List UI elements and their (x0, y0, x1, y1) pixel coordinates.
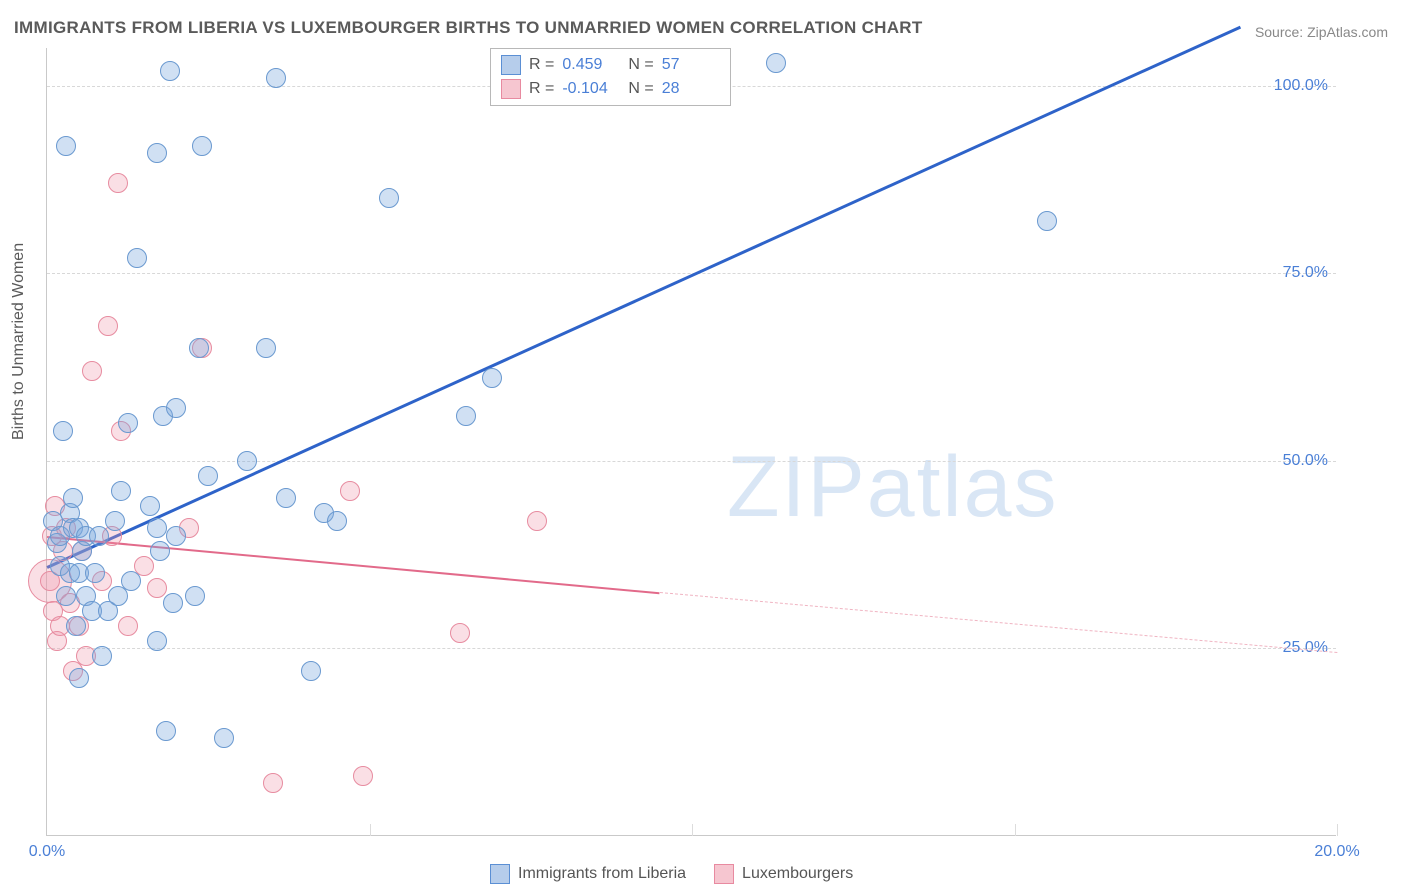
legend-stats-row-a: R = 0.459 N = 57 (501, 53, 720, 77)
legend-n-value-b: 28 (662, 80, 720, 98)
scatter-point (256, 338, 276, 358)
scatter-point (108, 173, 128, 193)
scatter-point (156, 721, 176, 741)
scatter-point (189, 338, 209, 358)
legend-stats-row-b: R = -0.104 N = 28 (501, 77, 720, 101)
ytick-label: 100.0% (1274, 77, 1328, 95)
scatter-point (147, 143, 167, 163)
scatter-point (56, 586, 76, 606)
legend-item-a: Immigrants from Liberia (490, 864, 686, 884)
legend-swatch-b-icon (501, 79, 521, 99)
scatter-point (127, 248, 147, 268)
legend-r-label: R = (529, 80, 554, 98)
y-axis-label: Births to Unmarried Women (10, 243, 28, 440)
legend-r-label: R = (529, 56, 554, 74)
scatter-point (353, 766, 373, 786)
scatter-point (327, 511, 347, 531)
scatter-point (63, 488, 83, 508)
legend-label-b: Luxembourgers (742, 865, 853, 883)
scatter-point (1037, 211, 1057, 231)
scatter-point (766, 53, 786, 73)
gridline-v (1337, 824, 1338, 836)
scatter-point (450, 623, 470, 643)
scatter-point (82, 361, 102, 381)
source-attribution: Source: ZipAtlas.com (1255, 24, 1388, 40)
ytick-label: 75.0% (1283, 264, 1328, 282)
scatter-point (147, 518, 167, 538)
scatter-point (456, 406, 476, 426)
scatter-point (140, 496, 160, 516)
scatter-point (198, 466, 218, 486)
legend-n-label: N = (628, 56, 653, 74)
scatter-plot-area: ZIPatlas 25.0%50.0%75.0%100.0%0.0%20.0% (46, 48, 1336, 836)
scatter-point (266, 68, 286, 88)
scatter-point (118, 413, 138, 433)
scatter-point (147, 631, 167, 651)
xtick-label: 0.0% (29, 843, 65, 861)
scatter-point (301, 661, 321, 681)
scatter-point (276, 488, 296, 508)
legend-r-value-b: -0.104 (562, 80, 620, 98)
scatter-point (56, 136, 76, 156)
scatter-point (527, 511, 547, 531)
legend-stats-box: R = 0.459 N = 57 R = -0.104 N = 28 (490, 48, 731, 106)
legend-n-value-a: 57 (662, 56, 720, 74)
scatter-point (160, 61, 180, 81)
scatter-point (482, 368, 502, 388)
legend-bottom: Immigrants from Liberia Luxembourgers (490, 864, 853, 884)
scatter-point (214, 728, 234, 748)
gridline-v (692, 824, 693, 836)
watermark: ZIPatlas (727, 438, 1058, 537)
trend-line (46, 26, 1240, 569)
scatter-point (53, 421, 73, 441)
legend-swatch-a-icon (490, 864, 510, 884)
scatter-point (340, 481, 360, 501)
scatter-point (150, 541, 170, 561)
scatter-point (379, 188, 399, 208)
legend-label-a: Immigrants from Liberia (518, 865, 686, 883)
scatter-point (111, 481, 131, 501)
ytick-label: 50.0% (1283, 452, 1328, 470)
gridline-v (370, 824, 371, 836)
scatter-point (263, 773, 283, 793)
legend-swatch-b-icon (714, 864, 734, 884)
gridline-h (47, 648, 1336, 649)
chart-title: IMMIGRANTS FROM LIBERIA VS LUXEMBOURGER … (14, 18, 923, 38)
trend-line (660, 592, 1337, 653)
scatter-point (66, 616, 86, 636)
legend-swatch-a-icon (501, 55, 521, 75)
legend-n-label: N = (628, 80, 653, 98)
scatter-point (98, 316, 118, 336)
scatter-point (166, 526, 186, 546)
scatter-point (147, 578, 167, 598)
scatter-point (69, 668, 89, 688)
legend-item-b: Luxembourgers (714, 864, 853, 884)
legend-r-value-a: 0.459 (562, 56, 620, 74)
scatter-point (85, 563, 105, 583)
scatter-point (105, 511, 125, 531)
scatter-point (166, 398, 186, 418)
scatter-point (237, 451, 257, 471)
gridline-v (1015, 824, 1016, 836)
scatter-point (89, 526, 109, 546)
scatter-point (185, 586, 205, 606)
scatter-point (92, 646, 112, 666)
scatter-point (163, 593, 183, 613)
scatter-point (118, 616, 138, 636)
scatter-point (192, 136, 212, 156)
xtick-label: 20.0% (1314, 843, 1359, 861)
scatter-point (121, 571, 141, 591)
